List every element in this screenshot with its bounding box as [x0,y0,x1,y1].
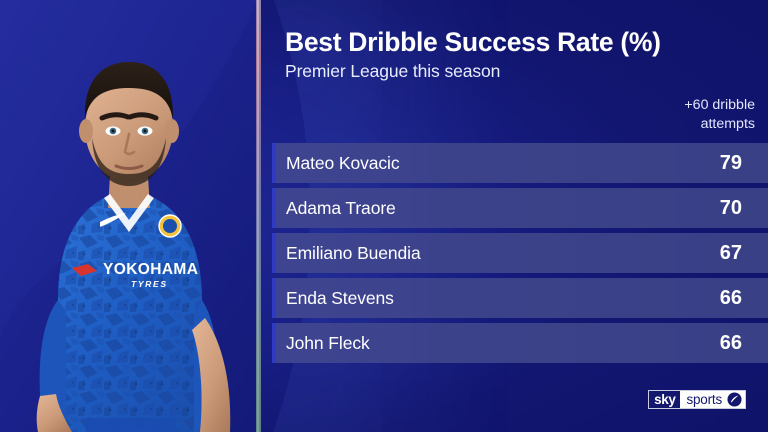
player-illustration: YOKOHAMA TYRES [0,0,258,432]
qualification-note: +60 dribble attempts [495,96,755,133]
table-row: Mateo Kovacic 79 [272,143,768,183]
row-accent-edge [272,233,276,273]
player-name: Adama Traore [286,197,396,218]
table-row: Enda Stevens 66 [272,278,768,318]
player-name: Enda Stevens [286,287,394,308]
qualification-note-line1: +60 dribble [684,97,755,113]
ranking-table: Mateo Kovacic 79 Adama Traore 70 Emilian… [272,143,768,368]
header: Best Dribble Success Rate (%) Premier Le… [285,27,755,82]
player-value: 66 [719,286,742,309]
sky-sports-logo: sky sports [648,390,746,409]
sports-wordmark: sports [680,391,727,408]
sky-sports-roundel-icon [727,391,745,408]
row-accent-edge [272,278,276,318]
table-row: Emiliano Buendia 67 [272,233,768,273]
sky-wordmark: sky [649,391,681,408]
row-accent-edge [272,143,276,183]
page-title: Best Dribble Success Rate (%) [285,27,661,57]
player-name: Emiliano Buendia [286,242,421,263]
table-row: John Fleck 66 [272,323,768,363]
player-value: 66 [719,331,742,354]
table-row: Adama Traore 70 [272,188,768,228]
qualification-note-line2: attempts [700,115,755,132]
svg-text:TYRES: TYRES [131,279,168,289]
player-value: 70 [719,196,742,219]
player-name: John Fleck [286,332,370,353]
row-accent-edge [272,188,276,228]
page-subtitle: Premier League this season [285,60,501,81]
row-accent-edge [272,323,276,363]
player-name: Mateo Kovacic [286,152,400,173]
svg-text:YOKOHAMA: YOKOHAMA [103,261,198,278]
player-value: 79 [719,151,742,174]
player-value: 67 [719,241,742,264]
vertical-divider [256,0,261,432]
player-photo: YOKOHAMA TYRES [0,0,258,432]
